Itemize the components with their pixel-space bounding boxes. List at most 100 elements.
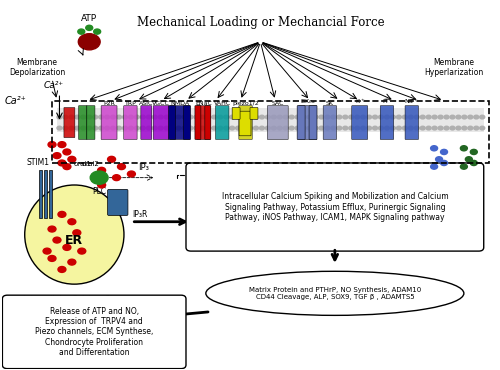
Circle shape [164, 115, 169, 119]
Circle shape [73, 230, 81, 236]
Circle shape [134, 115, 140, 119]
Text: H$^+$: H$^+$ [382, 97, 392, 106]
FancyBboxPatch shape [309, 106, 317, 139]
FancyBboxPatch shape [86, 106, 95, 139]
Circle shape [164, 126, 169, 130]
Circle shape [86, 126, 92, 130]
Circle shape [460, 146, 468, 151]
Bar [38, 170, 42, 218]
Circle shape [122, 115, 128, 119]
Bar [44, 170, 47, 218]
Circle shape [212, 126, 217, 130]
Circle shape [48, 256, 56, 261]
Circle shape [158, 115, 163, 119]
Circle shape [468, 115, 473, 119]
Circle shape [470, 161, 478, 165]
Circle shape [313, 115, 318, 119]
Circle shape [325, 126, 330, 130]
Circle shape [86, 115, 92, 119]
Text: piezo1/2: piezo1/2 [232, 101, 259, 106]
Circle shape [260, 126, 264, 130]
Circle shape [68, 259, 76, 265]
FancyBboxPatch shape [298, 106, 316, 139]
Circle shape [176, 115, 181, 119]
Circle shape [63, 126, 68, 130]
Circle shape [301, 126, 306, 130]
Circle shape [426, 115, 431, 119]
Text: Ca²⁺: Ca²⁺ [44, 81, 64, 90]
Circle shape [456, 126, 461, 130]
Circle shape [325, 115, 330, 119]
Circle shape [384, 115, 390, 119]
Circle shape [158, 126, 163, 130]
Circle shape [146, 126, 152, 130]
Circle shape [319, 115, 324, 119]
Circle shape [390, 115, 396, 119]
Circle shape [86, 25, 92, 30]
Text: NMDA: NMDA [170, 101, 190, 106]
Circle shape [440, 149, 448, 155]
Circle shape [108, 157, 116, 162]
Circle shape [63, 245, 71, 250]
Circle shape [128, 115, 134, 119]
Circle shape [384, 126, 390, 130]
Circle shape [75, 126, 80, 130]
Text: ENaC: ENaC [195, 101, 212, 106]
Circle shape [230, 115, 234, 119]
Circle shape [408, 126, 414, 130]
FancyBboxPatch shape [184, 106, 190, 139]
Circle shape [354, 126, 360, 130]
FancyBboxPatch shape [232, 108, 240, 119]
Circle shape [182, 115, 187, 119]
Circle shape [402, 126, 407, 130]
Circle shape [470, 149, 478, 155]
Circle shape [242, 126, 246, 130]
Circle shape [200, 115, 205, 119]
Circle shape [78, 29, 85, 34]
Circle shape [436, 157, 442, 162]
Text: SAC: SAC [272, 101, 284, 106]
Circle shape [331, 126, 336, 130]
Circle shape [248, 126, 252, 130]
Circle shape [349, 115, 354, 119]
Circle shape [450, 115, 455, 119]
Text: Matrix Protein and PTHrP, NO Synthesis, ADAM10
CD44 Cleavage, ALP, SOX9, TGF β ,: Matrix Protein and PTHrP, NO Synthesis, … [248, 287, 421, 300]
Circle shape [289, 115, 294, 119]
Circle shape [128, 126, 134, 130]
FancyBboxPatch shape [170, 106, 190, 139]
Circle shape [69, 115, 74, 119]
Circle shape [444, 126, 449, 130]
Circle shape [58, 160, 66, 166]
Circle shape [110, 126, 116, 130]
Circle shape [118, 164, 126, 169]
Circle shape [152, 115, 157, 119]
Circle shape [194, 115, 199, 119]
Circle shape [206, 115, 211, 119]
Circle shape [266, 126, 270, 130]
Text: IP₃R: IP₃R [132, 210, 148, 219]
Circle shape [230, 126, 234, 130]
Circle shape [146, 115, 152, 119]
Ellipse shape [24, 185, 124, 284]
Circle shape [98, 167, 106, 173]
Circle shape [152, 126, 157, 130]
Circle shape [63, 149, 71, 155]
Circle shape [104, 126, 110, 130]
Circle shape [134, 126, 140, 130]
FancyBboxPatch shape [196, 106, 210, 139]
Circle shape [462, 115, 467, 119]
FancyBboxPatch shape [405, 106, 418, 139]
Circle shape [254, 115, 258, 119]
Circle shape [354, 115, 360, 119]
Circle shape [200, 126, 205, 130]
Circle shape [98, 182, 106, 188]
Text: Membrane
Hyperlarization: Membrane Hyperlarization [424, 58, 484, 77]
Circle shape [182, 126, 187, 130]
Circle shape [92, 126, 98, 130]
Circle shape [110, 115, 116, 119]
Bar [48, 170, 52, 218]
Circle shape [319, 126, 324, 130]
Circle shape [360, 115, 366, 119]
Text: BK$_{Ca}$: BK$_{Ca}$ [300, 97, 316, 106]
Text: VGCC: VGCC [152, 101, 170, 106]
